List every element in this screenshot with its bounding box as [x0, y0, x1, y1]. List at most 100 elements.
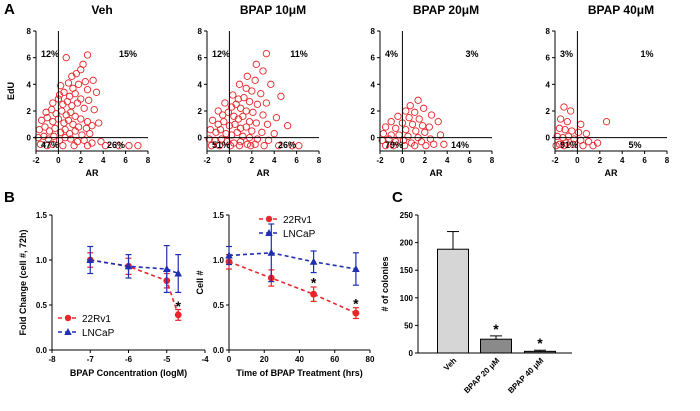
scatter-point — [235, 80, 244, 88]
scatter-point — [134, 142, 142, 150]
scatter-point — [399, 136, 408, 144]
y-tick-label: 6 — [198, 54, 203, 63]
quadrant-upper-left: 3% — [560, 49, 573, 59]
scatter-point — [56, 82, 65, 90]
scatter-point — [64, 116, 73, 124]
scatter-point — [259, 67, 267, 75]
scatter-point — [224, 108, 232, 116]
scatter-point — [412, 127, 420, 135]
scatter-point — [394, 112, 402, 120]
scatter-point — [411, 142, 419, 150]
scatter-point — [262, 99, 271, 107]
scatter-point — [70, 142, 78, 150]
scatter-point — [418, 122, 427, 130]
y-tick-label: 100 — [400, 294, 414, 303]
x-tick-label: 40 — [295, 355, 304, 364]
x-axis-title: AR — [430, 168, 443, 178]
y-tick-label: 0.0 — [213, 346, 225, 355]
line-chart-1: -8 -7 -6 -5 -4 0.0 0.5 1.0 1.5 BPAP Concentration… — [18, 211, 209, 378]
x-tick-label: -5 — [163, 355, 171, 364]
category-label: BPAP 40 μM — [506, 356, 545, 395]
x-tick-label: 4 — [101, 156, 106, 165]
y-tick-label: 6 — [27, 54, 32, 63]
scatter-point — [81, 78, 89, 86]
scatter-point — [83, 51, 92, 59]
scatter-point — [232, 100, 240, 108]
x-tick-label: 2 — [250, 156, 255, 165]
x-tick-label: 20 — [260, 355, 269, 364]
scatter-point — [434, 118, 442, 126]
series-line-lncap — [228, 251, 357, 270]
scatter-point — [77, 115, 85, 123]
quadrant-lower-left: 91% — [560, 140, 578, 150]
scatter-point — [243, 140, 251, 148]
scatter-point — [43, 142, 51, 150]
legend-marker-22rv1 — [64, 314, 72, 322]
scatter-point — [67, 135, 75, 143]
scatter-point — [252, 60, 260, 68]
scatter-point — [552, 142, 560, 150]
data-point-lncap — [124, 262, 133, 270]
y-tick-label: 6 — [546, 54, 551, 63]
data-point-lncap — [352, 265, 360, 272]
scatter-point — [378, 136, 386, 144]
category-label: BPAP 20 μM — [462, 356, 501, 395]
scatter-point — [259, 111, 267, 119]
scatter-point — [589, 142, 597, 150]
legend-label-lncap: LNCaP — [283, 229, 316, 240]
scatter-plot-1: Veh -2 0 2 4 6 8 0 2 4 6 8 AR EdU 12% 15% 47% 26% — [6, 3, 151, 178]
x-tick-label: -7 — [87, 355, 95, 364]
x-axis-title: BPAP Concentration (logM) — [70, 368, 187, 378]
scatter-point — [584, 138, 593, 146]
scatter-point — [421, 128, 429, 136]
scatter-point — [267, 80, 275, 88]
quadrant-lower-left: 79% — [385, 140, 403, 150]
scatter-point — [64, 79, 73, 87]
scatter-point — [243, 72, 251, 80]
legend-label-22rv1: 22Rv1 — [82, 314, 111, 325]
scatter-point — [51, 124, 59, 132]
y-tick-label: 1.5 — [213, 211, 225, 220]
scatter-point — [272, 114, 281, 122]
y-tick-label: 8 — [546, 27, 551, 36]
x-tick-label: -2 — [203, 156, 211, 165]
scatter-point — [101, 142, 110, 150]
legend-marker-lncap — [265, 229, 273, 236]
scatter-point — [61, 126, 69, 134]
y-tick-label: 2 — [546, 107, 551, 116]
legend-label-lncap: LNCaP — [82, 328, 115, 339]
scatter-point — [240, 94, 248, 102]
scatter-point — [579, 142, 587, 150]
x-axis-title: AR — [257, 168, 270, 178]
scatter-point — [73, 138, 82, 146]
scatter-point — [90, 106, 98, 114]
scatter-point — [231, 120, 239, 128]
significance-star: * — [353, 295, 359, 311]
panel-label-c: C — [392, 189, 403, 206]
scatter-point — [89, 76, 97, 84]
scatter-point — [216, 126, 225, 134]
scatter-point — [258, 128, 266, 136]
significance-star: * — [311, 275, 317, 291]
y-tick-label: 2 — [198, 107, 203, 116]
y-tick-label: 250 — [400, 211, 414, 220]
scatter-point — [97, 138, 105, 146]
scatter-point — [236, 138, 245, 146]
y-tick-label: 50 — [404, 321, 413, 330]
x-axis-title: AR — [86, 168, 99, 178]
x-tick-label: 6 — [123, 156, 128, 165]
scatter-point — [295, 142, 303, 150]
scatter-point — [59, 142, 67, 150]
x-tick-label: -2 — [551, 156, 559, 165]
scatter-point — [43, 114, 51, 122]
scatter-point — [402, 126, 410, 134]
scatter-point — [387, 131, 395, 139]
scatter-title: BPAP 10μM — [240, 3, 306, 17]
panel-label-a: A — [4, 1, 15, 18]
y-tick-label: 1.0 — [213, 256, 225, 265]
scatter-point — [556, 115, 565, 123]
scatter-point — [242, 123, 250, 131]
data-point-22rv1 — [352, 309, 360, 317]
scatter-point — [436, 131, 445, 139]
scatter-point — [79, 60, 87, 68]
